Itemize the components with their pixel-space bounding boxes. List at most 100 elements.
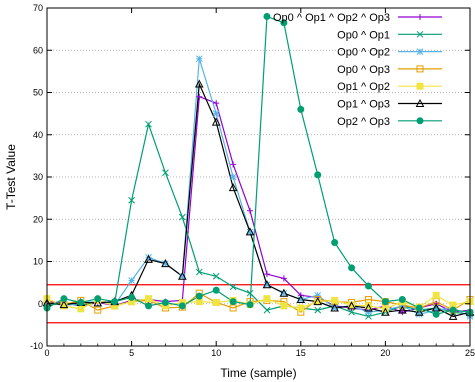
series-4-point-13 — [263, 295, 271, 303]
y-axis-title: T-Test Value — [4, 144, 18, 210]
series-6-point-19 — [364, 282, 372, 290]
series-6-point-5 — [128, 293, 136, 301]
legend-marker-1 — [416, 30, 424, 38]
series-2-point-5 — [128, 277, 135, 284]
series-5-point-14 — [279, 288, 289, 297]
y-tick-label-2: 10 — [33, 257, 43, 267]
series-6-point-3 — [94, 295, 102, 303]
x-tick-label-2: 10 — [211, 348, 221, 358]
y-tick-label-6: 50 — [33, 88, 43, 98]
series-5-point-11 — [228, 183, 238, 192]
series-5-point-13 — [262, 280, 272, 289]
series-2-point-17 — [331, 304, 338, 312]
series-6-point-13 — [263, 12, 271, 20]
series-2-point-14 — [280, 289, 288, 297]
series-1-point-6 — [145, 120, 152, 128]
x-tick-label-5: 25 — [465, 348, 475, 358]
series-2-point-10 — [212, 110, 220, 117]
series-6-point-12 — [246, 301, 254, 309]
legend-marker-4 — [416, 82, 424, 90]
series-5-point-9 — [194, 79, 204, 88]
series-6-point-18 — [348, 264, 356, 272]
series-1-point-5 — [128, 196, 135, 204]
series-6-point-14 — [280, 19, 288, 27]
series-2-point-15 — [297, 296, 305, 303]
series-1-point-9 — [195, 268, 203, 276]
series-4-point-2 — [77, 305, 85, 313]
series-5-point-6 — [144, 254, 153, 263]
x-tick-label-3: 15 — [296, 348, 306, 358]
x-tick-label-0: 0 — [44, 348, 49, 358]
legend-marker-5 — [415, 98, 425, 107]
legend-label-1: Op0 ^ Op1 — [337, 29, 390, 41]
series-2-point-6 — [145, 253, 152, 261]
series-2-point-16 — [314, 291, 322, 299]
legend-label-6: Op2 ^ Op3 — [337, 116, 390, 128]
series-6-point-2 — [77, 298, 85, 306]
y-tick-label-4: 30 — [33, 172, 43, 182]
series-4-point-17 — [331, 296, 339, 304]
x-tick-label-4: 20 — [380, 348, 390, 358]
series-5-point-16 — [313, 297, 323, 306]
series-5-point-20 — [381, 307, 390, 316]
series-2-point-13 — [263, 281, 271, 289]
series-0-point-14 — [280, 275, 287, 282]
series-5-point-18 — [347, 301, 356, 310]
series-6-point-11 — [229, 298, 237, 306]
series-6-point-10 — [212, 286, 220, 294]
series-markers — [42, 12, 475, 320]
series-3-point-3 — [94, 306, 102, 314]
legend-marker-2 — [416, 48, 424, 55]
series-6-point-4 — [111, 298, 119, 306]
y-tick-label-1: 0 — [38, 299, 43, 309]
series-6-point-1 — [60, 295, 68, 303]
legend-marker-6 — [416, 117, 424, 125]
series-6-point-17 — [331, 238, 339, 246]
series-0-point-10 — [213, 100, 220, 107]
series-6-point-22 — [415, 304, 423, 312]
series-0-point-9 — [196, 93, 203, 100]
series-6-point-20 — [381, 298, 389, 306]
series-5-point-12 — [245, 227, 255, 236]
legend-label-4: Op1 ^ Op2 — [337, 81, 390, 93]
series-2-point-19 — [365, 308, 372, 316]
series-5-point-8 — [178, 271, 187, 280]
series-6-point-21 — [398, 296, 406, 304]
legend-label-5: Op1 ^ Op3 — [337, 99, 390, 111]
legend-label-2: Op0 ^ Op2 — [337, 47, 390, 59]
series-5-point-24 — [448, 311, 458, 320]
series-6-point-8 — [178, 302, 186, 310]
series-1-point-16 — [314, 306, 322, 314]
y-tick-label-8: 70 — [33, 3, 43, 13]
series-1-point-12 — [246, 289, 254, 297]
series-4-point-6 — [145, 295, 153, 303]
series-6-point-15 — [297, 105, 305, 113]
series-5-point-19 — [364, 303, 373, 312]
series-6-point-9 — [195, 292, 203, 300]
series-2-point-23 — [432, 306, 440, 314]
legend-marker-3 — [416, 65, 424, 73]
series-0-point-21 — [399, 309, 406, 316]
series-5-point-22 — [414, 307, 424, 316]
series-2-point-8 — [179, 272, 186, 280]
series-1-point-10 — [212, 272, 220, 280]
series-0-point-11 — [230, 161, 237, 168]
legend-label-0: Op0 ^ Op1 ^ Op2 ^ Op3 — [273, 12, 390, 24]
x-axis-title: Time (sample) — [220, 366, 296, 380]
series-4-point-23 — [432, 291, 440, 299]
y-tick-label-0: -10 — [30, 341, 43, 351]
series-4-point-15 — [297, 304, 305, 312]
series-2-point-7 — [162, 260, 169, 267]
series-5-point-10 — [211, 117, 221, 126]
y-tick-label-5: 40 — [33, 130, 43, 140]
series-1-point-8 — [179, 213, 186, 221]
series-2-point-22 — [415, 310, 423, 318]
legend-marker-0 — [417, 14, 423, 20]
series-1-point-11 — [229, 283, 237, 291]
series-5-point-1 — [59, 300, 69, 309]
legend: Op0 ^ Op1 ^ Op2 ^ Op3 Op0 ^ Op1 Op0 ^ Op2 O… — [273, 12, 442, 128]
series-1-point-18 — [348, 308, 355, 316]
series-6-point-24 — [449, 306, 457, 314]
series-4-point-10 — [212, 298, 220, 306]
